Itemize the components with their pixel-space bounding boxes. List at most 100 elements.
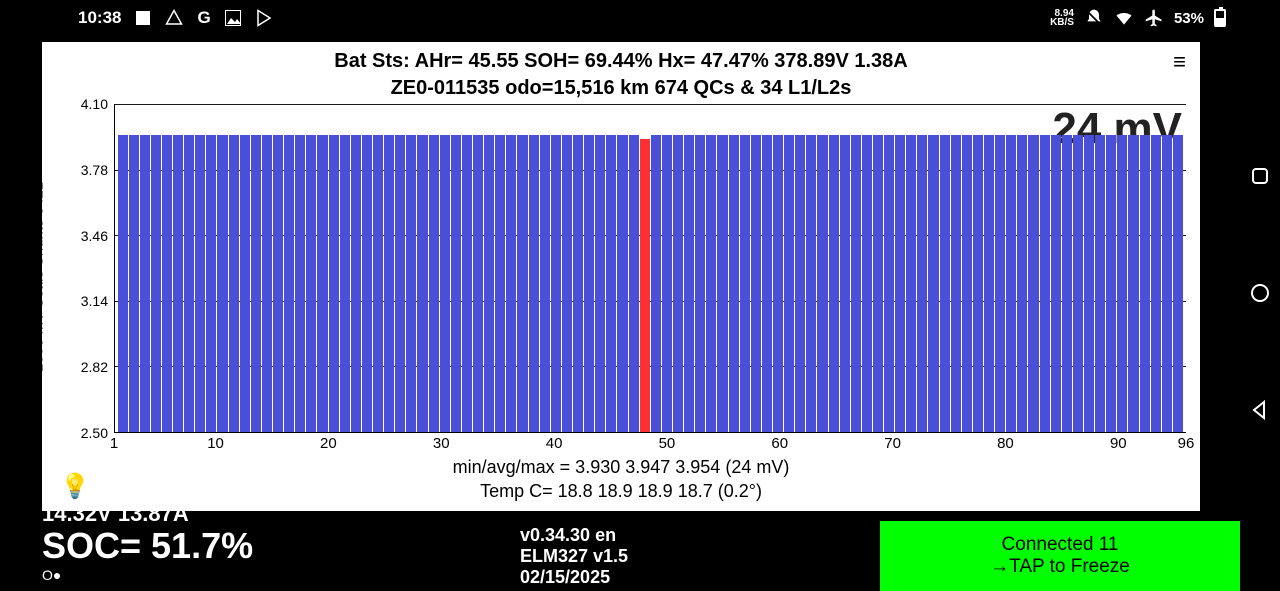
- cell-bar: [773, 135, 783, 432]
- soc-panel[interactable]: SOC= 51.7% O●: [0, 521, 520, 591]
- cell-bar: [1140, 135, 1150, 432]
- cell-bar: [229, 135, 239, 432]
- cell-bar: [195, 135, 205, 432]
- cell-bar: [162, 135, 172, 432]
- cell-bar: [951, 135, 961, 432]
- cell-bar: [629, 135, 639, 432]
- cell-bar: [440, 135, 450, 432]
- cell-bar: [517, 135, 527, 432]
- cell-bar: [829, 135, 839, 432]
- cell-bar: [784, 135, 794, 432]
- cell-bar: [306, 135, 316, 432]
- cell-bar: [806, 135, 816, 432]
- cell-bar: [1106, 135, 1116, 432]
- nav-recent-icon[interactable]: [1248, 164, 1272, 193]
- cell-bar: [740, 135, 750, 432]
- cell-bar: [451, 135, 461, 432]
- y-axis-label: 1600 mV Scale Shunts 8421: [30, 181, 47, 371]
- cell-bar: [484, 135, 494, 432]
- cell-bar: [429, 135, 439, 432]
- cell-bar: [862, 135, 872, 432]
- cell-bar: [617, 135, 627, 432]
- cell-bar: [284, 135, 294, 432]
- cell-bar: [329, 135, 339, 432]
- cell-bar: [118, 135, 128, 432]
- data-rate: 8.94 KB/S: [1050, 9, 1074, 27]
- cell-bar: [917, 135, 927, 432]
- cell-bar: [1073, 135, 1083, 432]
- cell-bar: [673, 135, 683, 432]
- cell-bar: [1006, 135, 1016, 432]
- cell-bar: [262, 135, 272, 432]
- android-status-bar: 10:38 G 8.94 KB/S 53%: [0, 0, 1240, 36]
- clock: 10:38: [78, 8, 121, 28]
- photos-icon: [225, 10, 241, 26]
- cell-bar: [606, 135, 616, 432]
- cell-bar: [273, 135, 283, 432]
- cell-bar: [417, 135, 427, 432]
- cell-bar: [384, 135, 394, 432]
- cell-bar: [184, 135, 194, 432]
- nav-home-icon[interactable]: [1248, 281, 1272, 310]
- cell-bar: [173, 135, 183, 432]
- battery-percent: 53%: [1174, 10, 1204, 27]
- menu-icon[interactable]: ≡: [1173, 56, 1186, 67]
- cell-bar: [140, 135, 150, 432]
- x-ticks: 110203040506070809096: [114, 435, 1186, 455]
- cell-bar: [1173, 135, 1183, 432]
- chart-area: [114, 104, 1186, 433]
- cell-bar: [1162, 135, 1172, 432]
- cell-bar: [217, 135, 227, 432]
- cell-bar: [662, 135, 672, 432]
- cell-bar: [795, 135, 805, 432]
- cell-bar: [873, 135, 883, 432]
- cell-bar: [529, 135, 539, 432]
- cell-bar: [984, 135, 994, 432]
- cell-bar: [973, 135, 983, 432]
- cell-bar: [706, 135, 716, 432]
- cell-bar: [495, 135, 505, 432]
- wifi-icon: [1114, 8, 1134, 28]
- cell-bar: [406, 135, 416, 432]
- cell-bar: [995, 135, 1005, 432]
- cell-bar: [573, 135, 583, 432]
- cell-bar: [695, 135, 705, 432]
- cell-bar: [551, 135, 561, 432]
- cell-bar: [295, 135, 305, 432]
- cell-bar: [1028, 135, 1038, 432]
- cell-bar: [462, 135, 472, 432]
- cell-bar: [940, 135, 950, 432]
- cell-bar: [151, 135, 161, 432]
- cell-bar: [540, 135, 550, 432]
- bulb-icon: 💡: [60, 472, 90, 501]
- cell-bar: [840, 135, 850, 432]
- cell-bar: [684, 135, 694, 432]
- cell-bar: [206, 135, 216, 432]
- nav-back-icon[interactable]: [1248, 398, 1272, 427]
- cell-bar: [1051, 135, 1061, 432]
- cell-bar: [906, 135, 916, 432]
- cell-bar: [373, 135, 383, 432]
- connection-panel[interactable]: Connected 11 →TAP to Freeze: [880, 521, 1240, 591]
- cell-bar: [395, 135, 405, 432]
- cell-bar: [1040, 135, 1050, 432]
- chart-title: Bat Sts: AHr= 45.55 SOH= 69.44% Hx= 47.4…: [42, 42, 1200, 102]
- square-icon: [135, 10, 151, 26]
- play-icon: [255, 9, 273, 27]
- cell-bar: [1128, 135, 1138, 432]
- cell-bar: [651, 135, 661, 432]
- cell-bar: [251, 135, 261, 432]
- cell-bar: [1151, 135, 1161, 432]
- airplane-icon: [1144, 8, 1164, 28]
- cell-bar: [129, 135, 139, 432]
- chart-panel[interactable]: ≡ Bat Sts: AHr= 45.55 SOH= 69.44% Hx= 47…: [42, 42, 1200, 511]
- drive-icon: [165, 9, 183, 27]
- cell-bar: [1062, 135, 1072, 432]
- cell-bar: [762, 135, 772, 432]
- battery-icon: [1214, 9, 1226, 27]
- cell-bar: [473, 135, 483, 432]
- cell-bar: [506, 135, 516, 432]
- cell-bar: [817, 135, 827, 432]
- cell-bar: [340, 135, 350, 432]
- cell-bar: [962, 135, 972, 432]
